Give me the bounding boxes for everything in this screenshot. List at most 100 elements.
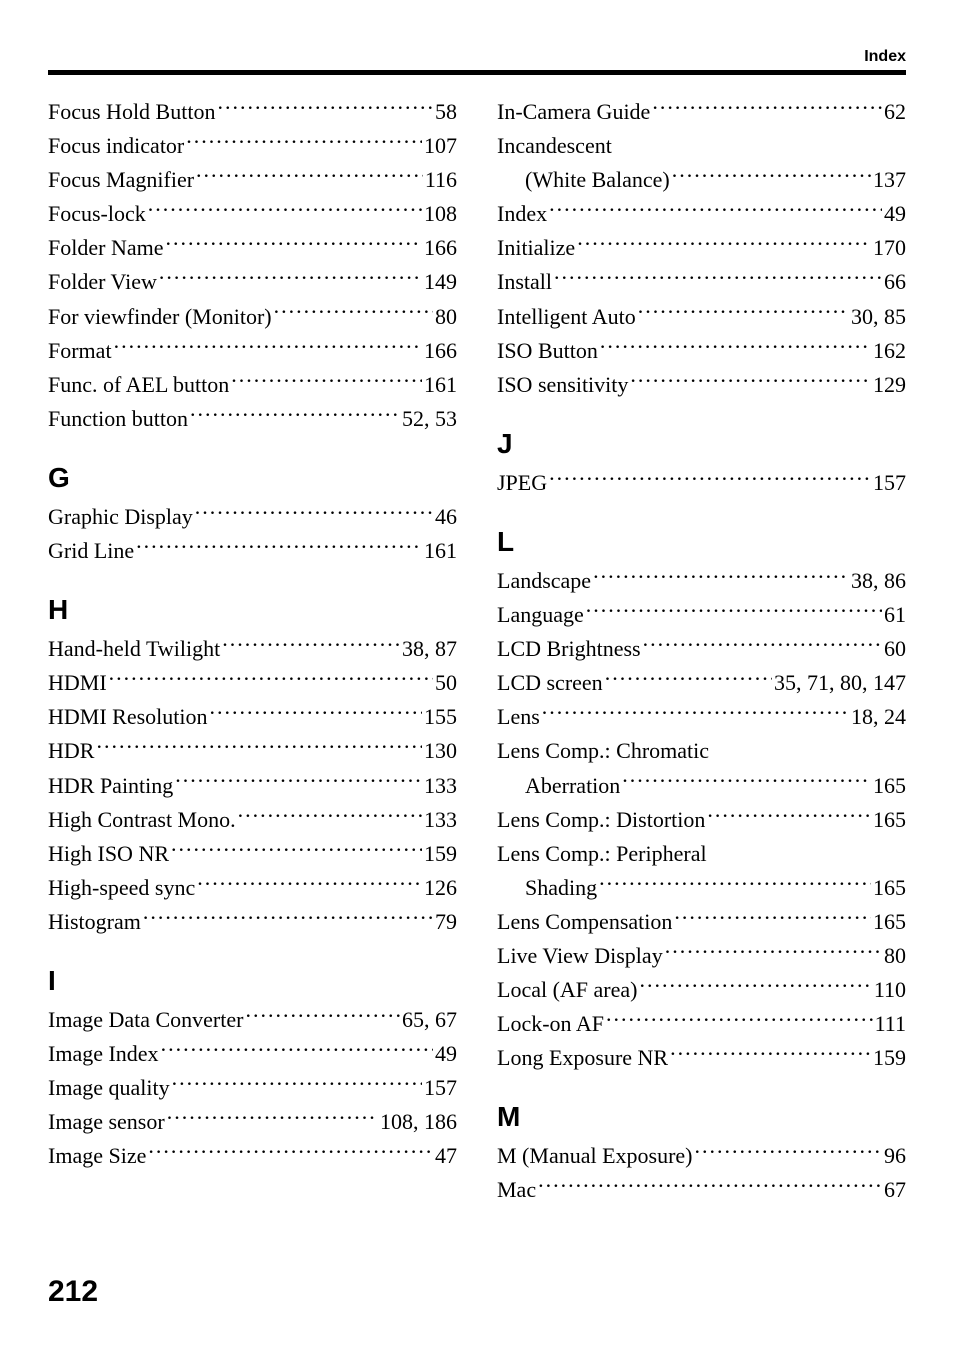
leader-dots bbox=[159, 267, 422, 289]
header-rule bbox=[48, 70, 906, 75]
leader-dots bbox=[672, 165, 871, 187]
index-entry-page: 61 bbox=[884, 598, 906, 632]
index-entry: Shading 165 bbox=[497, 871, 906, 905]
index-entry-label: ISO sensitivity bbox=[497, 368, 628, 402]
section-letter: I bbox=[48, 965, 457, 997]
leader-dots bbox=[143, 907, 433, 929]
index-entry-label: Folder View bbox=[48, 265, 157, 299]
section-letter: M bbox=[497, 1101, 906, 1133]
index-entry: High Contrast Mono. 133 bbox=[48, 803, 457, 837]
index-entry: ISO sensitivity 129 bbox=[497, 368, 906, 402]
index-entry-page: 165 bbox=[873, 769, 906, 803]
leader-dots bbox=[593, 566, 849, 588]
index-entry-label: Intelligent Auto bbox=[497, 300, 636, 334]
index-entry: Focus Hold Button 58 bbox=[48, 95, 457, 129]
index-entry: For viewfinder (Monitor) 80 bbox=[48, 300, 457, 334]
index-entry-page: 130 bbox=[424, 734, 457, 768]
index-entry-label: Graphic Display bbox=[48, 500, 193, 534]
index-entry-label: LCD Brightness bbox=[497, 632, 641, 666]
index-entry: Mac 67 bbox=[497, 1173, 906, 1207]
index-entry-page: 18, 24 bbox=[851, 700, 906, 734]
index-entry-label: Hand-held Twilight bbox=[48, 632, 220, 666]
leader-dots bbox=[643, 634, 882, 656]
index-entry-page: 111 bbox=[875, 1007, 906, 1041]
index-entry-page: 46 bbox=[435, 500, 457, 534]
index-entry-label: Grid Line bbox=[48, 534, 134, 568]
index-entry-label: Function button bbox=[48, 402, 188, 436]
index-entry-label: Folder Name bbox=[48, 231, 163, 265]
index-entry-label: Mac bbox=[497, 1173, 536, 1207]
index-entry-page: 35, 71, 80, 147 bbox=[774, 666, 906, 700]
index-entry: Image Data Converter 65, 67 bbox=[48, 1003, 457, 1037]
index-entry-page: 38, 86 bbox=[851, 564, 906, 598]
leader-dots bbox=[599, 873, 871, 895]
index-entry: (White Balance) 137 bbox=[497, 163, 906, 197]
index-entry-page: 80 bbox=[435, 300, 457, 334]
index-entry: Func. of AEL button 161 bbox=[48, 368, 457, 402]
index-entry-page: 133 bbox=[424, 769, 457, 803]
index-entry-page: 107 bbox=[424, 129, 457, 163]
leader-dots bbox=[109, 668, 433, 690]
index-entry-label: Func. of AEL button bbox=[48, 368, 229, 402]
index-entry: Histogram 79 bbox=[48, 905, 457, 939]
index-entry-label: High Contrast Mono. bbox=[48, 803, 236, 837]
index-entry: Lens 18, 24 bbox=[497, 700, 906, 734]
leader-dots bbox=[538, 1175, 882, 1197]
index-entry: Install 66 bbox=[497, 265, 906, 299]
index-entry-page: 133 bbox=[424, 803, 457, 837]
index-entry-label: M (Manual Exposure) bbox=[497, 1139, 693, 1173]
index-entry: Local (AF area) 110 bbox=[497, 973, 906, 1007]
index-entry: Focus-lock 108 bbox=[48, 197, 457, 231]
leader-dots bbox=[674, 907, 871, 929]
index-entry-page: 170 bbox=[873, 231, 906, 265]
leader-dots bbox=[665, 941, 882, 963]
index-entry-label: Format bbox=[48, 334, 112, 368]
section-letter: J bbox=[497, 428, 906, 460]
index-entry-page: 161 bbox=[424, 534, 457, 568]
index-entry-label: Focus Hold Button bbox=[48, 95, 215, 129]
index-entry-page: 79 bbox=[435, 905, 457, 939]
index-entry-label: Lens bbox=[497, 700, 540, 734]
leader-dots bbox=[630, 370, 871, 392]
section-letter: H bbox=[48, 594, 457, 626]
index-entry: LCD screen 35, 71, 80, 147 bbox=[497, 666, 906, 700]
index-entry-page: 162 bbox=[873, 334, 906, 368]
leader-dots bbox=[549, 199, 882, 221]
index-entry-label: Aberration bbox=[525, 769, 620, 803]
index-entry-page: 38, 87 bbox=[402, 632, 457, 666]
leader-dots bbox=[197, 873, 422, 895]
leader-dots bbox=[652, 97, 882, 119]
leader-dots bbox=[114, 336, 422, 358]
index-entry-page: 166 bbox=[424, 334, 457, 368]
index-entry-page: 157 bbox=[873, 466, 906, 500]
index-entry-page: 108 bbox=[424, 197, 457, 231]
index-entry-page: 129 bbox=[873, 368, 906, 402]
header-label: Index bbox=[48, 48, 906, 66]
index-entry-label: Image quality bbox=[48, 1071, 170, 1105]
page-number: 212 bbox=[48, 1275, 98, 1309]
index-entry-label: Image sensor bbox=[48, 1105, 165, 1139]
section-letter: G bbox=[48, 462, 457, 494]
leader-dots bbox=[274, 302, 433, 324]
index-entry-label: Histogram bbox=[48, 905, 141, 939]
index-entry-page: 165 bbox=[873, 803, 906, 837]
index-entry: Hand-held Twilight 38, 87 bbox=[48, 632, 457, 666]
index-entry: HDMI 50 bbox=[48, 666, 457, 700]
leader-dots bbox=[605, 668, 772, 690]
index-entry: Function button 52, 53 bbox=[48, 402, 457, 436]
index-entry-label: For viewfinder (Monitor) bbox=[48, 300, 272, 334]
index-entry: Intelligent Auto 30, 85 bbox=[497, 300, 906, 334]
leader-dots bbox=[638, 302, 849, 324]
index-entry-label: Image Index bbox=[48, 1037, 159, 1071]
leader-dots bbox=[161, 1039, 433, 1061]
index-entry: Initialize 170 bbox=[497, 231, 906, 265]
leader-dots bbox=[217, 97, 433, 119]
index-entry-label: High ISO NR bbox=[48, 837, 169, 871]
index-entry: Aberration 165 bbox=[497, 769, 906, 803]
leader-dots bbox=[577, 233, 871, 255]
index-entry: Focus Magnifier 116 bbox=[48, 163, 457, 197]
index-entry: M (Manual Exposure) 96 bbox=[497, 1139, 906, 1173]
index-entry-page: 157 bbox=[424, 1071, 457, 1105]
index-entry: Long Exposure NR 159 bbox=[497, 1041, 906, 1075]
index-entry: Landscape 38, 86 bbox=[497, 564, 906, 598]
